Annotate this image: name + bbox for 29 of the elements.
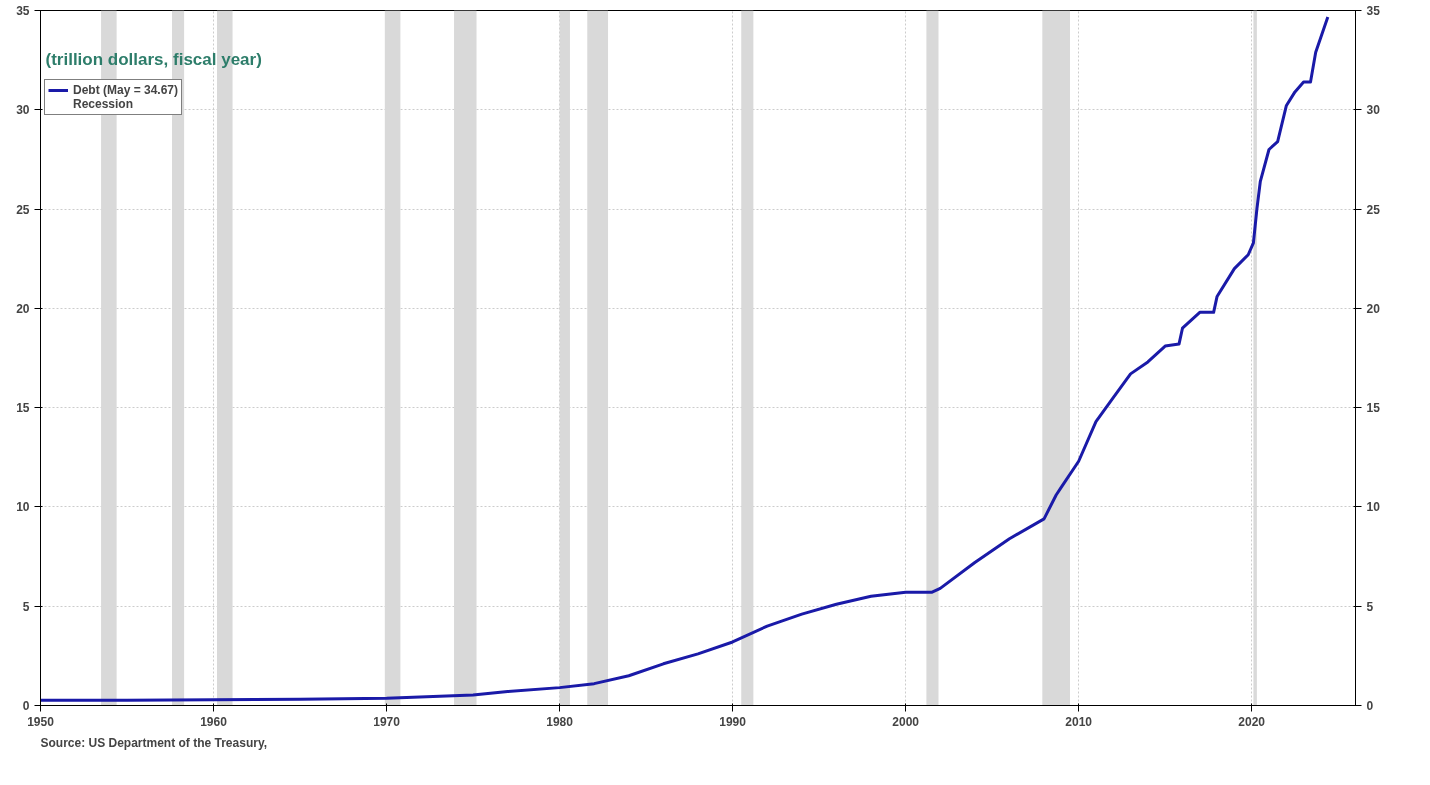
x-tick-label: 1970 <box>373 714 401 729</box>
y-tick-label: 15 <box>16 401 30 416</box>
y2-tick-label: 0 <box>1366 699 1374 713</box>
x-tick-label: 2010 <box>1065 714 1093 729</box>
y-tick-label: 25 <box>16 202 30 217</box>
x-tick-label: 1960 <box>200 714 228 729</box>
y2-tick-label: 20 <box>1366 301 1381 316</box>
text: (trillion dollars, fiscal year) <box>45 49 262 69</box>
y2-tick-label: 5 <box>1366 599 1374 614</box>
x-tick-label: 1980 <box>546 714 574 729</box>
y-tick-label: 10 <box>16 500 30 515</box>
y2-tick-label: 10 <box>1366 500 1381 515</box>
legend-label: Debt (May = 34.67) <box>73 83 179 97</box>
x-tick-label: 2020 <box>1238 714 1266 729</box>
source-note: Source: US Department of the Treasury, <box>40 735 267 750</box>
y2-tick-label: 15 <box>1366 401 1381 416</box>
line-series <box>40 15 1330 702</box>
x-tick-label: 1950 <box>27 714 55 729</box>
y-tick-label: 35 <box>16 4 30 18</box>
y2-tick-label: 35 <box>1366 4 1381 18</box>
y-tick-label: 30 <box>16 103 30 118</box>
y-tick-label: 20 <box>16 301 30 316</box>
band-label: Recession <box>73 97 134 111</box>
y2-tick-label: 25 <box>1366 202 1381 217</box>
y-tick-label: 5 <box>22 599 30 614</box>
x-tick-label: 1990 <box>719 714 747 729</box>
y2-tick-label: 30 <box>1366 103 1381 118</box>
x-tick-label: 2000 <box>892 714 920 729</box>
y-tick-label: 0 <box>22 699 30 713</box>
